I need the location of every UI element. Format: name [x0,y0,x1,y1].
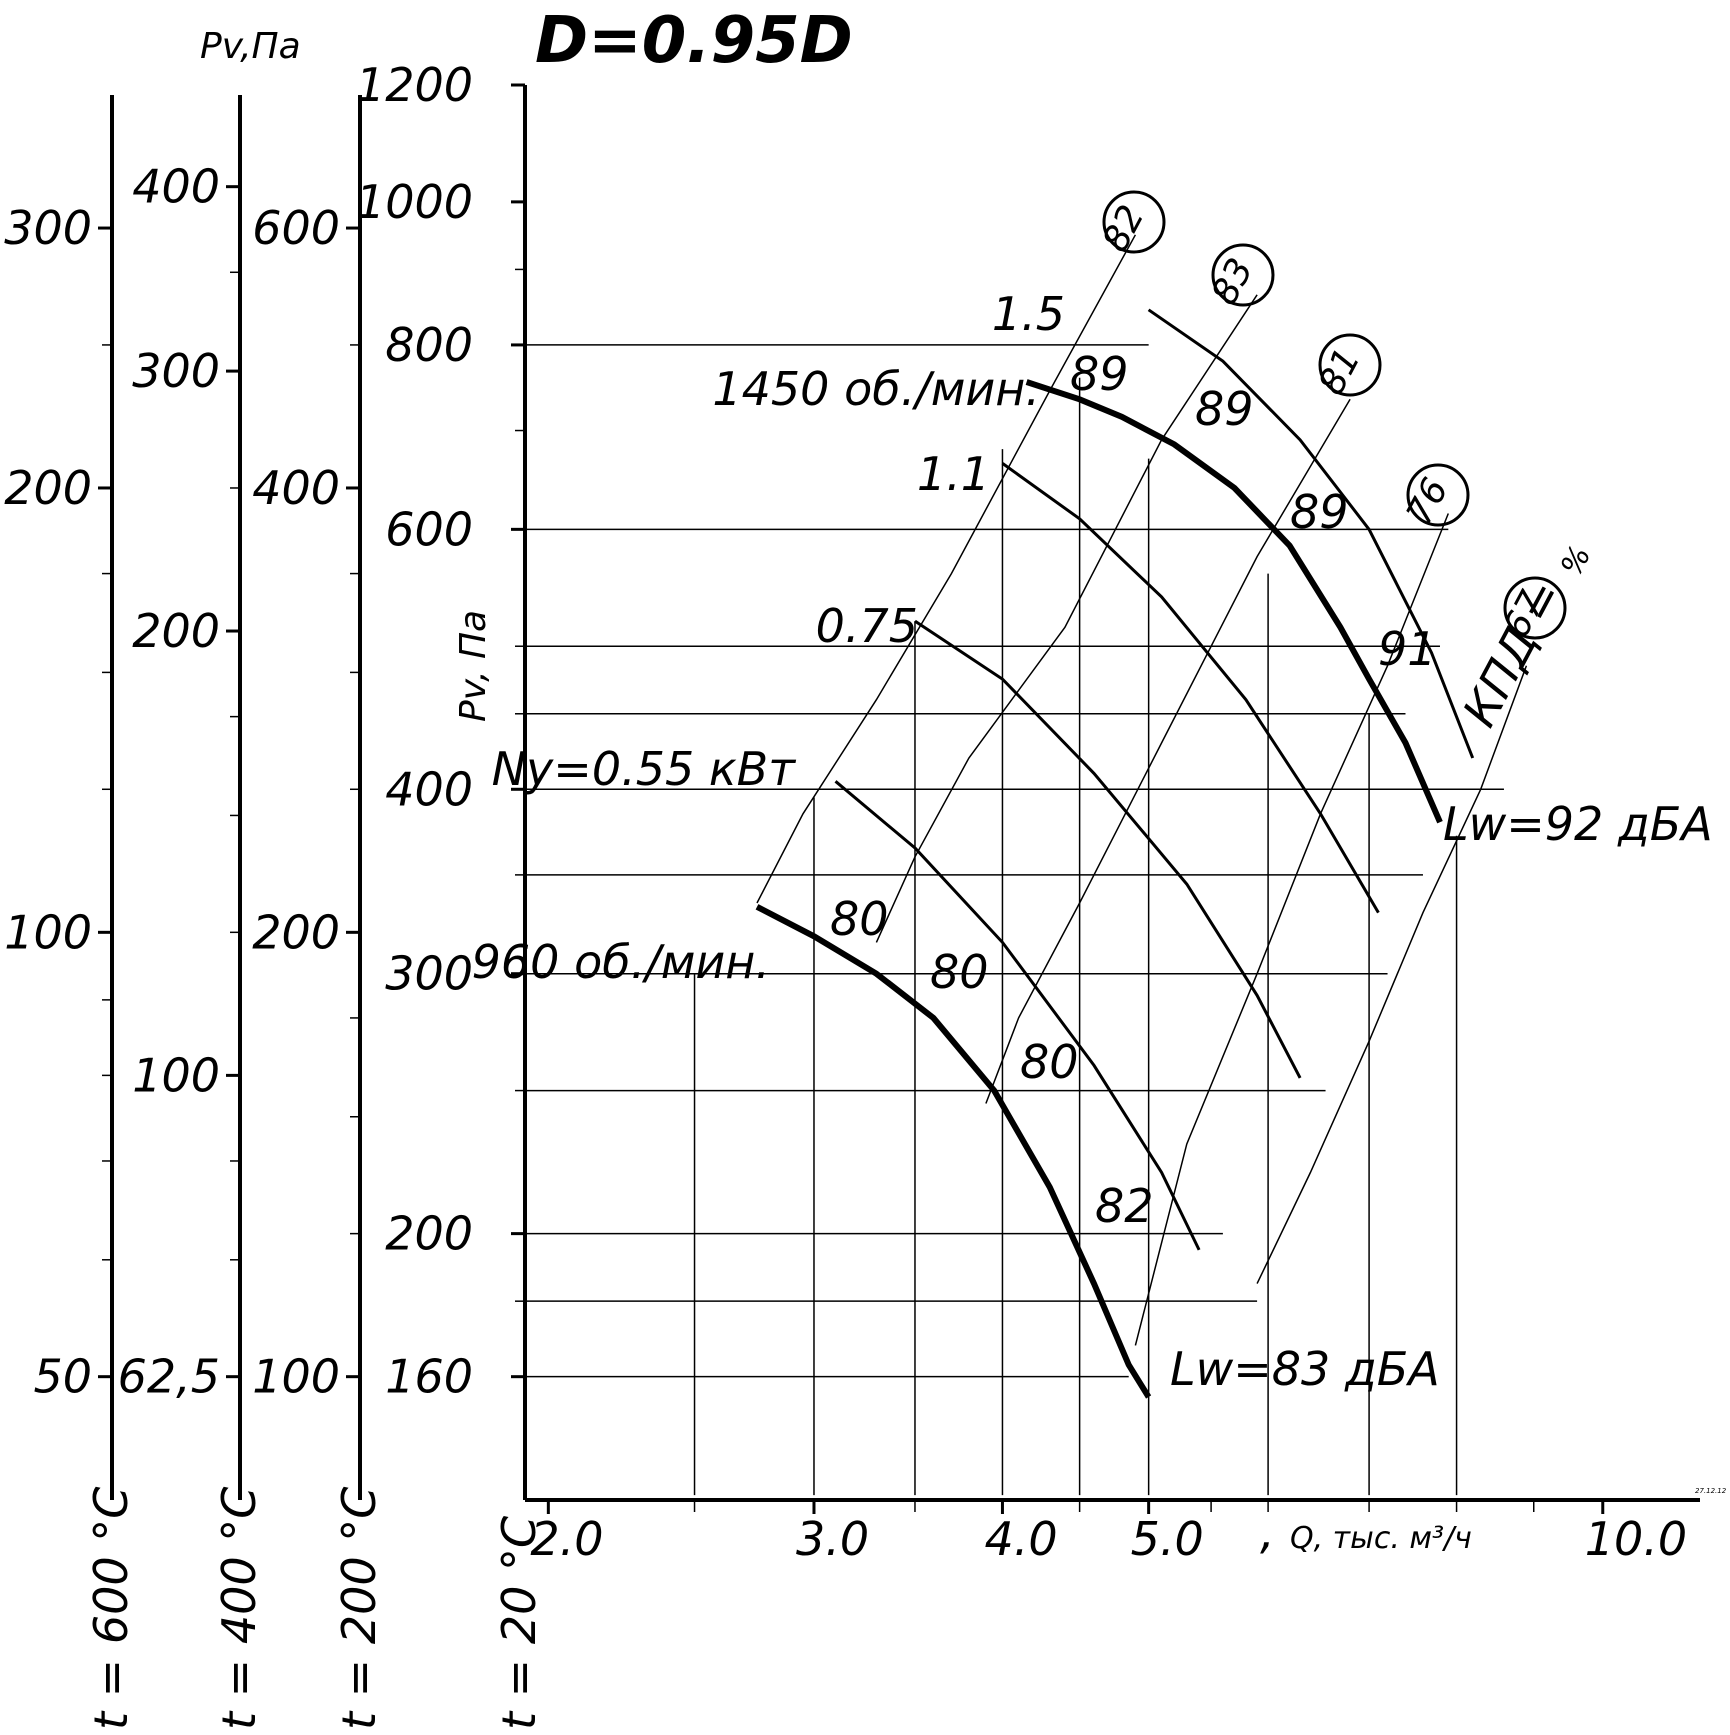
efficiency-circle [1406,463,1470,527]
efficiency-circle [1211,243,1275,307]
noise-value-label: 80 [830,892,889,946]
temperature-scale-label: t = 200 °C [332,1487,386,1730]
noise-level-low: Lw=83 дБА [1170,1342,1440,1396]
temperature-tick-label: 200 [132,604,220,658]
speed-curve [1025,379,1443,824]
efficiency-circle [1102,190,1166,254]
temperature-tick-label: 400 [132,160,220,214]
y-tick-label: 200 [385,1207,473,1261]
y-tick-label: 800 [385,318,473,372]
temperature-scale-label: t = 600 °C [84,1487,138,1730]
temperature-tick-label: 400 [252,461,340,515]
efficiency-line [875,294,1258,943]
temperature-tick-label: 200 [4,461,92,515]
efficiency-circle [1318,333,1382,397]
x-tick-label: 3.0 [796,1512,869,1566]
y-tick-label: 400 [385,762,473,816]
temperature-scale-label: t = 20 °C [492,1516,546,1730]
x-axis-label: Q, тыс. м³/ч [1290,1521,1472,1556]
temperature-scale-label: t = 400 °C [212,1487,266,1730]
chart-title: D=0.95D [535,4,853,78]
power-curve [914,619,1302,1079]
temperature-tick-label: 62,5 [118,1350,220,1404]
y-tick-label: 160 [385,1350,473,1404]
drawing-stamp: 27.12.12 [1695,1487,1727,1495]
noise-value-label: 82 [1095,1179,1154,1233]
x-tick-label: 10.0 [1585,1512,1687,1566]
efficiency-line [1134,513,1449,1346]
noise-level-high: Lw=92 дБА [1443,797,1713,851]
temperature-tick-label: 300 [4,201,92,255]
efficiency-line [756,234,1137,904]
y-tick-label: 600 [385,502,473,556]
speed-label-1450: 1450 об./мин. [712,362,1040,416]
labels: D=0.95D Pv,Па Pv, Па , Q, тыс. м³/ч 27.1… [4,4,1727,1730]
grid-lines [525,344,1504,1496]
temperature-tick-label: 50 [33,1350,92,1404]
noise-value-label: 80 [1020,1035,1079,1089]
x-tick-label: 5.0 [1131,1512,1204,1566]
performance-curves [755,234,1528,1399]
power-label-0-75: 0.75 [816,599,918,653]
x-tick-label: 2.0 [530,1512,603,1566]
noise-value-label: 89 [1290,485,1349,539]
temperature-tick-label: 600 [252,201,340,255]
temperature-tick-label: 200 [252,905,340,959]
power-label-1-1: 1.1 [917,447,990,501]
power-curve [834,780,1201,1251]
y-tick-label: 300 [385,947,473,1001]
speed-curve [755,904,1152,1399]
efficiency-circle [1503,576,1567,640]
temperature-tick-label: 100 [132,1048,220,1102]
efficiency-unit: % [1554,540,1598,582]
x-tick-label: 4.0 [984,1512,1057,1566]
noise-value-label: 89 [1195,382,1254,436]
power-curve [1001,462,1380,914]
temperature-tick-label: 300 [132,344,220,398]
power-curve [1147,308,1475,759]
efficiency-line [985,398,1351,1104]
noise-value-label: 91 [1378,622,1437,676]
temperature-tick-label: 100 [4,905,92,959]
temperature-scale-title: Pv,Па [200,26,301,67]
power-label-1-5: 1.5 [992,287,1065,341]
y-tick-label: 1000 [356,175,473,229]
noise-value-label: 89 [1070,347,1129,401]
axes [98,83,1700,1514]
x-axis-comma: , [1260,1505,1275,1559]
noise-value-label: 80 [930,945,989,999]
y-tick-label: 1200 [356,58,473,112]
power-label-0-55: Ny=0.55 кВт [492,742,797,796]
y-axis-label: Pv, Па [453,610,494,722]
efficiency-line [1256,665,1528,1284]
speed-label-960: 960 об./мин. [472,935,770,989]
efficiency-label: КПД = [1452,572,1573,735]
temperature-tick-label: 100 [252,1350,340,1404]
